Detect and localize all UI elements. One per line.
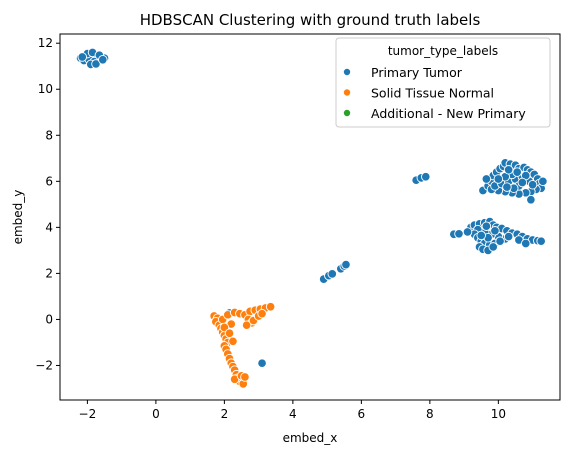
point-primary-tumor — [454, 229, 464, 239]
x-axis: −2 0 2 4 6 8 10 — [79, 400, 506, 421]
legend-label-solid-tissue-normal: Solid Tissue Normal — [371, 86, 494, 101]
point-primary-tumor — [521, 238, 531, 249]
y-axis-label: embed_y — [11, 190, 25, 245]
point-primary-tumor — [462, 227, 473, 237]
point-primary-tumor — [481, 174, 492, 184]
y-tick-label: 0 — [45, 312, 53, 326]
point-solid-tissue-normal — [240, 372, 250, 382]
point-primary-tumor — [91, 59, 101, 69]
point-primary-tumor — [536, 236, 546, 246]
legend-marker-primary-tumor — [342, 68, 351, 77]
point-primary-tumor — [488, 242, 498, 252]
point-primary-tumor — [503, 231, 514, 242]
point-primary-tumor — [495, 236, 505, 246]
legend: tumor_type_labels Primary Tumor Solid Tis… — [335, 37, 551, 128]
y-axis: −2 0 2 4 6 8 10 12 — [35, 36, 60, 372]
x-tick-label: 2 — [221, 407, 229, 421]
point-primary-tumor — [512, 167, 522, 177]
point-primary-tumor — [257, 358, 267, 368]
y-tick-label: 8 — [45, 128, 53, 142]
point-primary-tumor — [526, 194, 536, 205]
legend-box — [335, 37, 551, 128]
point-primary-tumor — [517, 177, 528, 188]
y-tick-label: 12 — [38, 36, 53, 50]
x-tick-label: 6 — [358, 407, 366, 421]
point-primary-tumor — [476, 230, 486, 241]
plot-frame — [59, 33, 561, 401]
x-tick-label: 4 — [289, 407, 297, 421]
point-solid-tissue-normal — [224, 328, 235, 338]
y-tick-label: 6 — [45, 174, 53, 188]
x-tick-label: 0 — [152, 407, 160, 421]
point-primary-tumor — [98, 55, 108, 65]
point-primary-tumor — [502, 182, 512, 192]
point-primary-tumor — [421, 171, 431, 182]
legend-label-additional-new-primary: Additional - New Primary — [371, 106, 526, 121]
point-primary-tumor — [481, 221, 492, 231]
y-tick-label: −2 — [35, 358, 53, 372]
point-solid-tissue-normal — [241, 320, 252, 330]
point-solid-tissue-normal — [257, 308, 267, 319]
y-tick-label: 10 — [38, 82, 53, 96]
chart-title: HDBSCAN Clustering with ground truth lab… — [140, 11, 481, 29]
legend-label-primary-tumor: Primary Tumor — [371, 65, 463, 80]
x-tick-label: −2 — [79, 407, 97, 421]
point-primary-tumor — [538, 176, 548, 187]
point-primary-tumor — [527, 180, 538, 190]
point-primary-tumor — [77, 52, 88, 62]
y-tick-label: 2 — [45, 266, 53, 280]
legend-title: tumor_type_labels — [388, 44, 498, 58]
x-axis-label: embed_x — [283, 431, 338, 445]
point-primary-tumor — [493, 174, 504, 184]
point-solid-tissue-normal — [228, 336, 238, 347]
y-tick-label: 4 — [45, 220, 53, 234]
x-tick-label: 8 — [426, 407, 434, 421]
point-primary-tumor — [327, 269, 338, 279]
legend-marker-solid-tissue-normal — [342, 88, 351, 97]
point-primary-tumor — [341, 259, 351, 270]
point-primary-tumor — [503, 165, 514, 175]
data-points — [75, 47, 548, 389]
legend-marker-additional-new-primary — [342, 109, 351, 118]
x-tick-label: 10 — [491, 407, 506, 421]
point-solid-tissue-normal — [265, 302, 276, 312]
point-primary-tumor — [490, 226, 500, 236]
